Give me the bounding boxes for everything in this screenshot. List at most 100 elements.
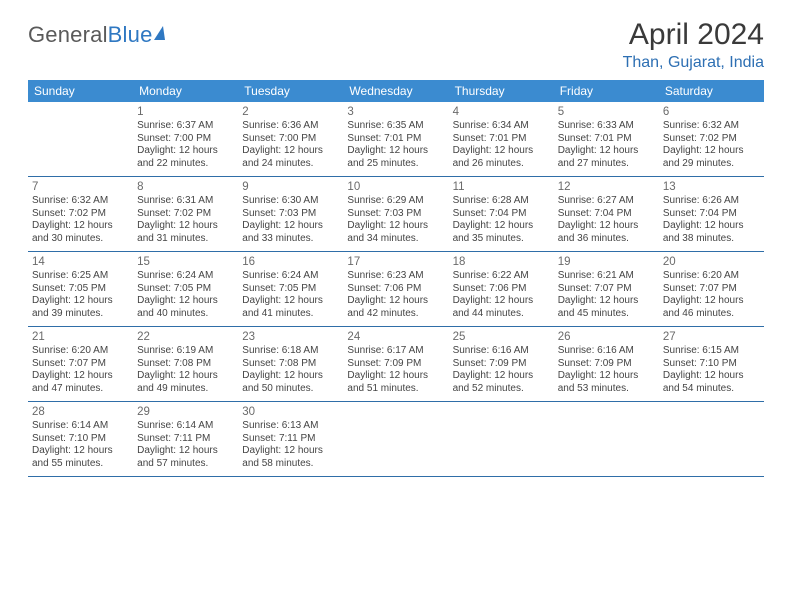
day-cell: 5Sunrise: 6:33 AMSunset: 7:01 PMDaylight… (554, 102, 659, 176)
sunset-line: Sunset: 7:05 PM (32, 283, 129, 296)
daylight-line: and 53 minutes. (558, 383, 655, 396)
day-cell: 10Sunrise: 6:29 AMSunset: 7:03 PMDayligh… (343, 177, 448, 251)
sunset-line: Sunset: 7:04 PM (558, 208, 655, 221)
sunset-line: Sunset: 7:02 PM (663, 133, 760, 146)
day-cell: 14Sunrise: 6:25 AMSunset: 7:05 PMDayligh… (28, 252, 133, 326)
sunset-line: Sunset: 7:08 PM (137, 358, 234, 371)
month-title: April 2024 (623, 18, 764, 52)
day-cell: 15Sunrise: 6:24 AMSunset: 7:05 PMDayligh… (133, 252, 238, 326)
daylight-line: Daylight: 12 hours (137, 145, 234, 158)
empty-day-cell (659, 402, 764, 476)
day-number: 8 (137, 180, 234, 194)
sunset-line: Sunset: 7:09 PM (347, 358, 444, 371)
daylight-line: Daylight: 12 hours (663, 295, 760, 308)
sunset-line: Sunset: 7:02 PM (137, 208, 234, 221)
daylight-line: and 30 minutes. (32, 233, 129, 246)
daylight-line: and 51 minutes. (347, 383, 444, 396)
sunset-line: Sunset: 7:01 PM (453, 133, 550, 146)
day-number: 17 (347, 255, 444, 269)
brand-name: GeneralBlue (28, 22, 153, 48)
day-number: 27 (663, 330, 760, 344)
daylight-line: Daylight: 12 hours (558, 145, 655, 158)
daylight-line: and 22 minutes. (137, 158, 234, 171)
daylight-line: and 52 minutes. (453, 383, 550, 396)
day-cell: 2Sunrise: 6:36 AMSunset: 7:00 PMDaylight… (238, 102, 343, 176)
day-cell: 24Sunrise: 6:17 AMSunset: 7:09 PMDayligh… (343, 327, 448, 401)
empty-day-cell (554, 402, 659, 476)
day-number: 9 (242, 180, 339, 194)
sunset-line: Sunset: 7:09 PM (558, 358, 655, 371)
sunset-line: Sunset: 7:01 PM (558, 133, 655, 146)
sunset-line: Sunset: 7:03 PM (242, 208, 339, 221)
sunset-line: Sunset: 7:11 PM (137, 433, 234, 446)
daylight-line: and 27 minutes. (558, 158, 655, 171)
sunrise-line: Sunrise: 6:22 AM (453, 270, 550, 283)
title-block: April 2024 Than, Gujarat, India (623, 18, 764, 72)
day-number: 14 (32, 255, 129, 269)
sunset-line: Sunset: 7:10 PM (663, 358, 760, 371)
day-cell: 30Sunrise: 6:13 AMSunset: 7:11 PMDayligh… (238, 402, 343, 476)
day-number: 30 (242, 405, 339, 419)
sunrise-line: Sunrise: 6:31 AM (137, 195, 234, 208)
sunset-line: Sunset: 7:11 PM (242, 433, 339, 446)
daylight-line: Daylight: 12 hours (558, 370, 655, 383)
sunset-line: Sunset: 7:03 PM (347, 208, 444, 221)
daylight-line: and 36 minutes. (558, 233, 655, 246)
day-number: 5 (558, 105, 655, 119)
daylight-line: Daylight: 12 hours (347, 145, 444, 158)
daylight-line: Daylight: 12 hours (347, 370, 444, 383)
day-cell: 25Sunrise: 6:16 AMSunset: 7:09 PMDayligh… (449, 327, 554, 401)
daylight-line: and 31 minutes. (137, 233, 234, 246)
week-row: 28Sunrise: 6:14 AMSunset: 7:10 PMDayligh… (28, 402, 764, 477)
day-cell: 1Sunrise: 6:37 AMSunset: 7:00 PMDaylight… (133, 102, 238, 176)
day-cell: 13Sunrise: 6:26 AMSunset: 7:04 PMDayligh… (659, 177, 764, 251)
day-cell: 17Sunrise: 6:23 AMSunset: 7:06 PMDayligh… (343, 252, 448, 326)
day-number: 1 (137, 105, 234, 119)
day-cell: 12Sunrise: 6:27 AMSunset: 7:04 PMDayligh… (554, 177, 659, 251)
week-row: 1Sunrise: 6:37 AMSunset: 7:00 PMDaylight… (28, 102, 764, 177)
day-number: 2 (242, 105, 339, 119)
daylight-line: Daylight: 12 hours (663, 370, 760, 383)
daylight-line: and 55 minutes. (32, 458, 129, 471)
brand-name-gray: General (28, 22, 108, 47)
daylight-line: Daylight: 12 hours (32, 295, 129, 308)
daylight-line: and 57 minutes. (137, 458, 234, 471)
sunrise-line: Sunrise: 6:35 AM (347, 120, 444, 133)
weekday-header: Tuesday (238, 80, 343, 102)
day-cell: 21Sunrise: 6:20 AMSunset: 7:07 PMDayligh… (28, 327, 133, 401)
daylight-line: and 42 minutes. (347, 308, 444, 321)
daylight-line: and 35 minutes. (453, 233, 550, 246)
sunrise-line: Sunrise: 6:14 AM (32, 420, 129, 433)
daylight-line: Daylight: 12 hours (32, 445, 129, 458)
weekday-header: Sunday (28, 80, 133, 102)
daylight-line: Daylight: 12 hours (137, 370, 234, 383)
day-cell: 27Sunrise: 6:15 AMSunset: 7:10 PMDayligh… (659, 327, 764, 401)
brand-triangle-icon (154, 26, 165, 40)
sunrise-line: Sunrise: 6:23 AM (347, 270, 444, 283)
day-cell: 16Sunrise: 6:24 AMSunset: 7:05 PMDayligh… (238, 252, 343, 326)
header-row: GeneralBlue April 2024 Than, Gujarat, In… (28, 18, 764, 72)
sunrise-line: Sunrise: 6:27 AM (558, 195, 655, 208)
sunrise-line: Sunrise: 6:24 AM (137, 270, 234, 283)
daylight-line: Daylight: 12 hours (453, 220, 550, 233)
daylight-line: Daylight: 12 hours (242, 445, 339, 458)
day-number: 11 (453, 180, 550, 194)
day-cell: 26Sunrise: 6:16 AMSunset: 7:09 PMDayligh… (554, 327, 659, 401)
daylight-line: Daylight: 12 hours (137, 295, 234, 308)
empty-day-cell (28, 102, 133, 176)
sunrise-line: Sunrise: 6:18 AM (242, 345, 339, 358)
day-cell: 19Sunrise: 6:21 AMSunset: 7:07 PMDayligh… (554, 252, 659, 326)
day-number: 15 (137, 255, 234, 269)
day-number: 7 (32, 180, 129, 194)
day-number: 20 (663, 255, 760, 269)
daylight-line: Daylight: 12 hours (32, 370, 129, 383)
sunset-line: Sunset: 7:07 PM (558, 283, 655, 296)
day-cell: 6Sunrise: 6:32 AMSunset: 7:02 PMDaylight… (659, 102, 764, 176)
empty-day-cell (449, 402, 554, 476)
day-number: 26 (558, 330, 655, 344)
daylight-line: and 47 minutes. (32, 383, 129, 396)
day-number: 18 (453, 255, 550, 269)
daylight-line: Daylight: 12 hours (663, 220, 760, 233)
sunset-line: Sunset: 7:06 PM (347, 283, 444, 296)
day-cell: 9Sunrise: 6:30 AMSunset: 7:03 PMDaylight… (238, 177, 343, 251)
